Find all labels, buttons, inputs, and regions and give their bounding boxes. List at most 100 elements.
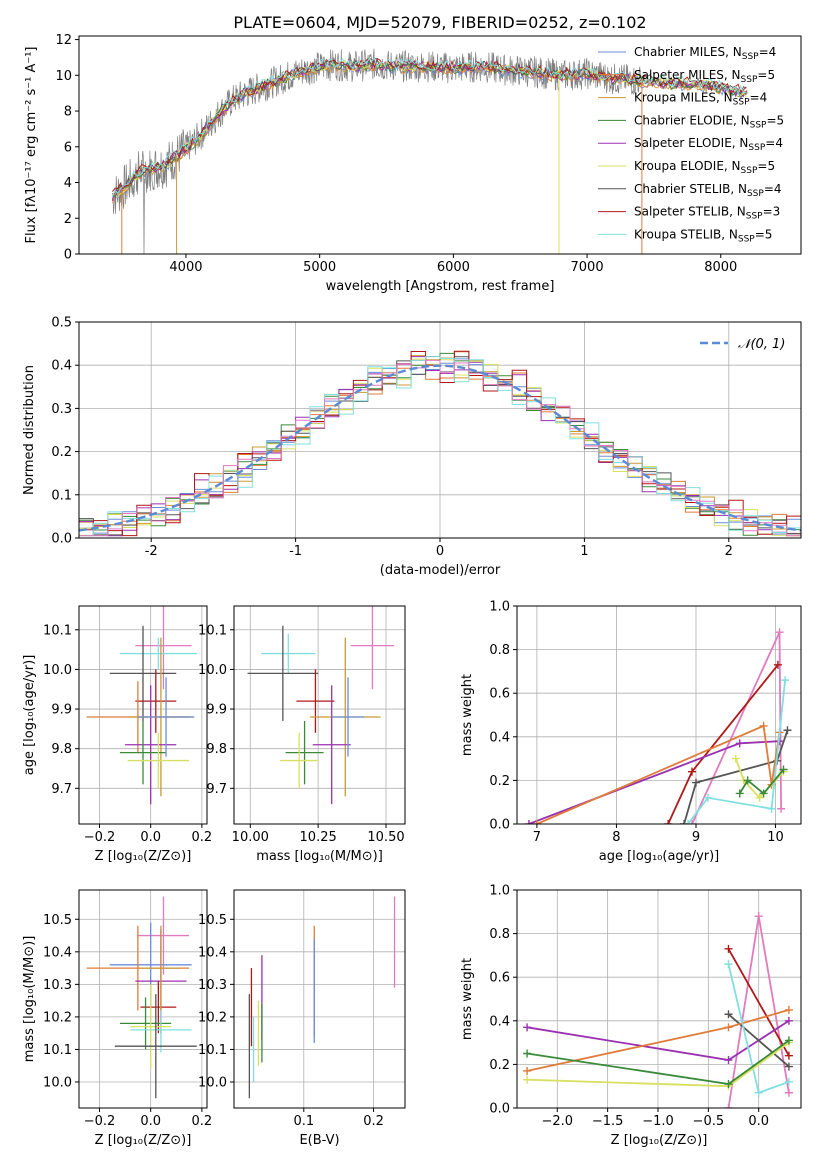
y-tick-label: 9.8	[206, 742, 227, 757]
y-axis-label: age [log₁₀(age/yr)]	[22, 655, 37, 776]
weight-point-marker	[759, 721, 768, 730]
legend-entry: Kroupa STELIB, NSSP=5	[634, 227, 772, 244]
y-tick-label: 10.4	[198, 945, 227, 960]
weight-point-marker	[784, 1088, 793, 1097]
x-tick-label: 5000	[303, 260, 336, 275]
legend-entry: Kroupa MILES, NSSP=4	[634, 91, 767, 108]
y-tick-label: 10.3	[198, 978, 227, 993]
y-tick-label: 0.3	[51, 402, 72, 417]
y-tick-label: 10.0	[43, 1075, 72, 1090]
axes-mass-vs-ebv: 0.1 0.2 10.0 10.1 10.2 10.3 10.4 10.5 E(B-V)	[198, 889, 406, 1148]
y-axis-label: mass weight	[460, 674, 475, 756]
axes-weight-vs-z: −2.0 −1.5 −1.0 −0.5 0.0 0.0 0.2 0.4 0.6 0.8 1.0 Z […	[460, 884, 802, 1148]
y-tick-label: 0.2	[489, 1058, 510, 1073]
weight-point-marker	[767, 804, 776, 813]
y-axis-label: mass weight	[460, 958, 475, 1040]
x-tick-label: -1	[289, 544, 302, 559]
x-tick-label: −1.5	[592, 1114, 624, 1129]
x-axis-label: age [log₁₀(age/yr)]	[599, 849, 720, 864]
weight-point-marker	[724, 1080, 733, 1089]
weight-point-marker	[680, 820, 689, 824]
weight-point-marker	[784, 1005, 793, 1014]
y-tick-label: 10	[55, 69, 72, 84]
errorbar-points	[86, 896, 197, 1099]
x-tick-label: 0	[436, 544, 444, 559]
x-tick-label: −2.0	[541, 1114, 573, 1129]
x-tick-label: 9	[692, 830, 700, 845]
weight-point-marker	[724, 1023, 733, 1032]
spectrum-legend: Chabrier MILES, NSSP=4 Salpeter MILES, NS…	[598, 45, 784, 244]
axes-spectrum: 4000 5000 6000 7000 8000 0 2 4 6 8 10 12 wavelength …	[24, 33, 802, 294]
legend-entry: Chabrier ELODIE, NSSP=5	[634, 113, 784, 130]
axes-age-vs-z: −0.2 0.0 0.2 9.7 9.8 9.9 10.0 10.1 Z [log₁₀(Z/Z⊙…	[22, 605, 213, 864]
x-tick-label: 0.0	[748, 1114, 769, 1129]
weight-point-marker	[688, 820, 697, 824]
axes-residual-histogram: -2 -1 0 1 2 0.0 0.1 0.2 0.3 0.4 0.5 (data-model)/er…	[22, 316, 802, 578]
errorbar-points	[248, 896, 396, 1099]
y-tick-label: 8	[64, 105, 72, 120]
legend-entry: Chabrier MILES, NSSP=4	[634, 45, 776, 62]
weight-point-marker	[781, 676, 790, 685]
axes-layer: 4000 5000 6000 7000 8000024681012wavelength …	[22, 33, 802, 1148]
histogram-step-line	[79, 350, 801, 537]
weight-point-marker	[784, 1077, 793, 1086]
y-tick-label: 10.0	[198, 1075, 227, 1090]
weight-point-marker	[759, 789, 768, 798]
y-tick-label: 10.3	[43, 978, 72, 993]
y-tick-label: 10.1	[43, 623, 72, 638]
y-tick-label: 0.6	[489, 687, 510, 702]
y-tick-label: 10.5	[198, 913, 227, 928]
weight-point-marker	[784, 1062, 793, 1071]
weight-point-marker	[703, 793, 712, 802]
x-tick-label: 8	[612, 830, 620, 845]
x-tick-label: −0.2	[84, 1114, 116, 1129]
x-tick-label: 8000	[704, 260, 737, 275]
y-tick-label: 0.4	[51, 359, 72, 374]
x-tick-label: 4000	[169, 260, 202, 275]
y-axis-label: Flux [fλ10⁻¹⁷ erg cm⁻² s⁻¹ A⁻¹]	[24, 47, 39, 244]
x-tick-label: 10.25	[300, 830, 337, 845]
normal-curve	[79, 364, 801, 532]
x-axis-label: Z [log₁₀(Z/Z⊙)]	[95, 1133, 192, 1148]
x-tick-label: −0.5	[693, 1114, 725, 1129]
y-tick-label: 0.8	[489, 927, 510, 942]
errorbar-points	[86, 606, 197, 805]
x-tick-label: 0.0	[140, 830, 161, 845]
legend-entry: 𝒩(0, 1)	[738, 337, 785, 352]
weight-lines	[523, 912, 793, 1108]
legend-entry: Salpeter ELODIE, NSSP=4	[634, 136, 783, 153]
y-tick-label: 10.2	[43, 1010, 72, 1025]
weight-point-marker	[724, 1056, 733, 1065]
axes-frame	[516, 889, 802, 1109]
histogram-step-line	[79, 359, 801, 537]
x-tick-label: 0.2	[192, 830, 213, 845]
y-tick-label: 9.7	[51, 782, 72, 797]
weight-point-marker	[524, 820, 533, 824]
weight-point-marker	[779, 765, 788, 774]
legend-entry: Salpeter MILES, NSSP=5	[634, 68, 775, 85]
y-tick-label: 0.4	[489, 730, 510, 745]
x-axis-label: wavelength [Angstrom, rest frame]	[326, 279, 555, 294]
weight-point-marker	[735, 739, 744, 748]
weight-series-line	[727, 948, 790, 1057]
weight-point-marker	[664, 820, 673, 824]
weight-series-line	[738, 768, 785, 795]
weight-point-marker	[688, 767, 697, 776]
weight-point-marker	[735, 789, 744, 798]
axes-frame	[78, 35, 802, 255]
weight-point-marker	[532, 820, 541, 824]
y-tick-label: 0.1	[51, 488, 72, 503]
weight-point-marker	[691, 778, 700, 787]
y-tick-label: 12	[55, 33, 72, 48]
histogram-steps	[79, 350, 801, 537]
weight-lines	[524, 628, 792, 824]
y-tick-label: 6	[64, 140, 72, 155]
weight-series-line	[687, 680, 786, 824]
weight-series-line	[683, 730, 789, 824]
model-spectrum-line	[111, 57, 747, 198]
x-tick-label: 6000	[437, 260, 470, 275]
weight-point-marker	[724, 960, 733, 969]
weight-series-line	[691, 631, 782, 824]
weight-point-marker	[784, 1051, 793, 1060]
